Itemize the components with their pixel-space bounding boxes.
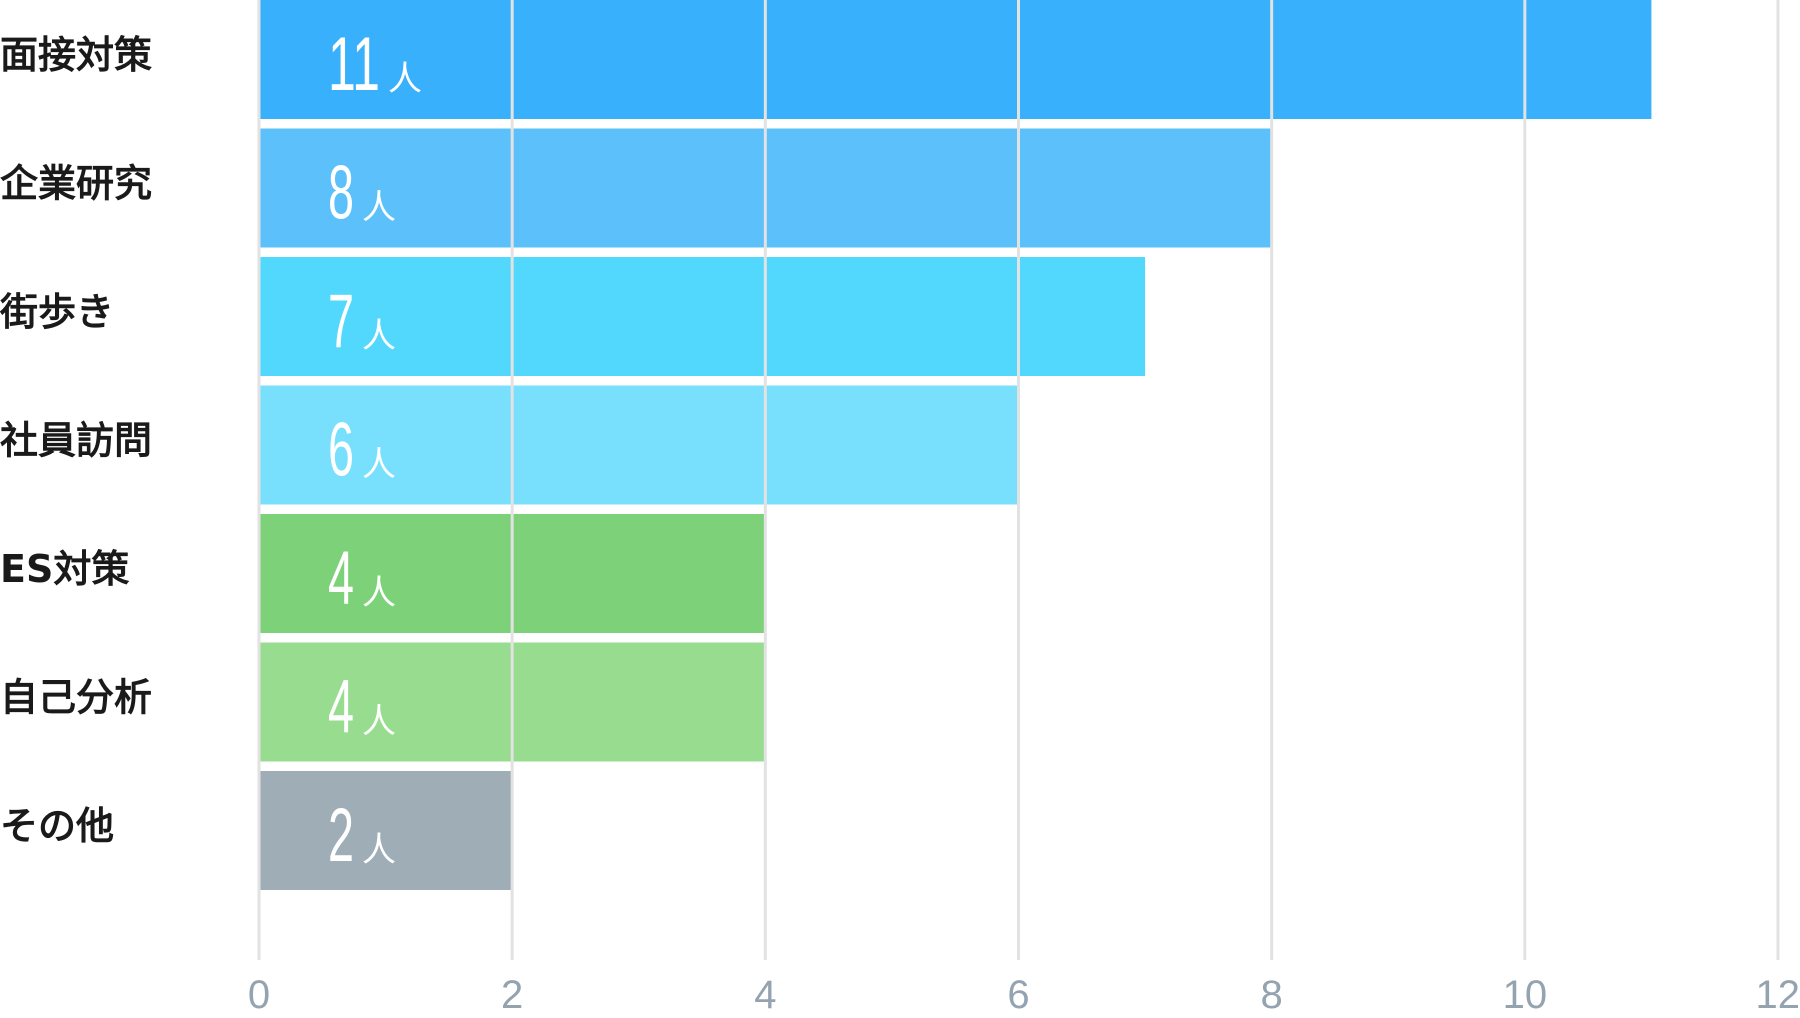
category-label-5: ES対策 xyxy=(0,547,129,591)
value-number: 6 xyxy=(328,408,354,493)
value-unit: 人 xyxy=(388,59,422,99)
value-number: 2 xyxy=(328,793,354,878)
value-unit: 人 xyxy=(362,702,396,742)
x-tick-label-1: 2 xyxy=(501,973,523,1017)
x-tick-label-0: 0 xyxy=(248,973,270,1017)
value-number: 4 xyxy=(328,536,354,621)
value-number: 8 xyxy=(328,151,354,236)
bar-7 xyxy=(259,771,513,890)
x-tick-label-6: 12 xyxy=(1756,973,1800,1017)
x-tick-label-3: 6 xyxy=(1007,973,1029,1017)
bars-group xyxy=(259,0,1652,890)
category-label-4: 社員訪問 xyxy=(0,419,152,463)
category-label-2: 企業研究 xyxy=(0,162,152,206)
value-number: 7 xyxy=(328,279,354,364)
x-tick-label-5: 10 xyxy=(1503,973,1548,1017)
value-number: 11 xyxy=(328,22,380,107)
bar-4 xyxy=(259,385,1019,505)
bar-1 xyxy=(259,0,1652,119)
value-labels: 11 人8 人7 人6 人4 人4 人2 人 xyxy=(328,22,422,878)
value-unit: 人 xyxy=(362,830,396,870)
category-label-1: 面接対策 xyxy=(0,33,152,77)
gridlines xyxy=(257,0,1780,960)
category-label-3: 街歩き xyxy=(0,290,114,334)
bar-3 xyxy=(259,257,1146,376)
value-unit: 人 xyxy=(362,445,396,485)
value-unit: 人 xyxy=(362,316,396,356)
x-tick-label-2: 4 xyxy=(754,973,776,1017)
value-number: 4 xyxy=(328,665,354,750)
x-tick-label-4: 8 xyxy=(1261,973,1283,1017)
x-axis-ticks: 0 2 4 6 8 10 12 xyxy=(248,973,1800,1017)
value-label-1: 11 人 xyxy=(328,22,422,107)
value-unit: 人 xyxy=(362,573,396,613)
value-unit: 人 xyxy=(362,188,396,228)
category-label-7: その他 xyxy=(0,804,114,848)
category-label-6: 自己分析 xyxy=(0,676,152,720)
